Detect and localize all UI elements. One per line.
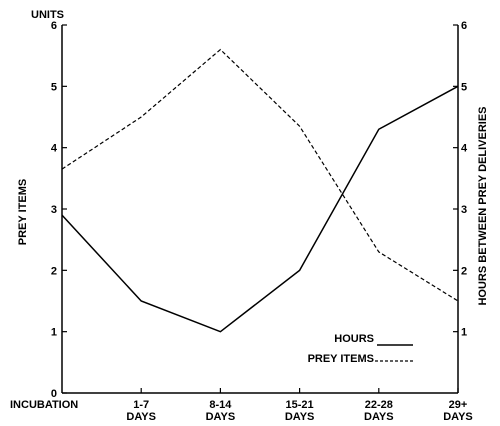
y-tick-label-left: 0 (51, 388, 57, 400)
x-tick-label: 22-28 (365, 399, 393, 411)
y-tick-label-right: 6 (461, 20, 467, 32)
x-tick-label: 1-7 (133, 399, 149, 411)
x-tick-label: DAYS (285, 411, 315, 423)
y-axis-title-left: PREY ITEMS (17, 179, 29, 245)
y-tick-label-left: 3 (51, 204, 57, 216)
x-tick-label: INCUBATION (10, 399, 78, 411)
x-tick-label: 15-21 (286, 399, 314, 411)
y-tick-label-left: 2 (51, 265, 57, 277)
y-tick-label-right: 5 (461, 81, 467, 93)
series-line-hours (61, 85, 459, 333)
x-tick-label: DAYS (364, 411, 394, 423)
x-tick-label: DAYS (443, 411, 473, 423)
y-tick-label-right: 3 (461, 204, 467, 216)
legend: HOURS PREY ITEMS (308, 333, 414, 365)
y-axis-title-right: HOURS BETWEEN PREY DELIVERIES (477, 106, 489, 305)
y-tick-label-left: 6 (51, 20, 57, 32)
y-tick-label-right: 2 (461, 265, 467, 277)
units-label: UNITS (31, 9, 64, 21)
legend-label-prey-items: PREY ITEMS (308, 353, 374, 365)
y-tick-label-left: 4 (51, 143, 58, 155)
series-line-prey-items (61, 48, 459, 302)
plot-frame (61, 25, 459, 394)
legend-label-hours: HOURS (334, 333, 374, 345)
y-tick-label-right: 1 (461, 327, 467, 339)
series-group (61, 48, 459, 333)
y-tick-label-left: 1 (51, 327, 57, 339)
x-tick-label: 29+ (449, 399, 468, 411)
x-tick-label: 8-14 (209, 399, 232, 411)
x-tick-label: DAYS (206, 411, 236, 423)
y-tick-label-right: 4 (461, 143, 468, 155)
y-tick-label-left: 5 (51, 81, 57, 93)
x-tick-label: DAYS (126, 411, 156, 423)
